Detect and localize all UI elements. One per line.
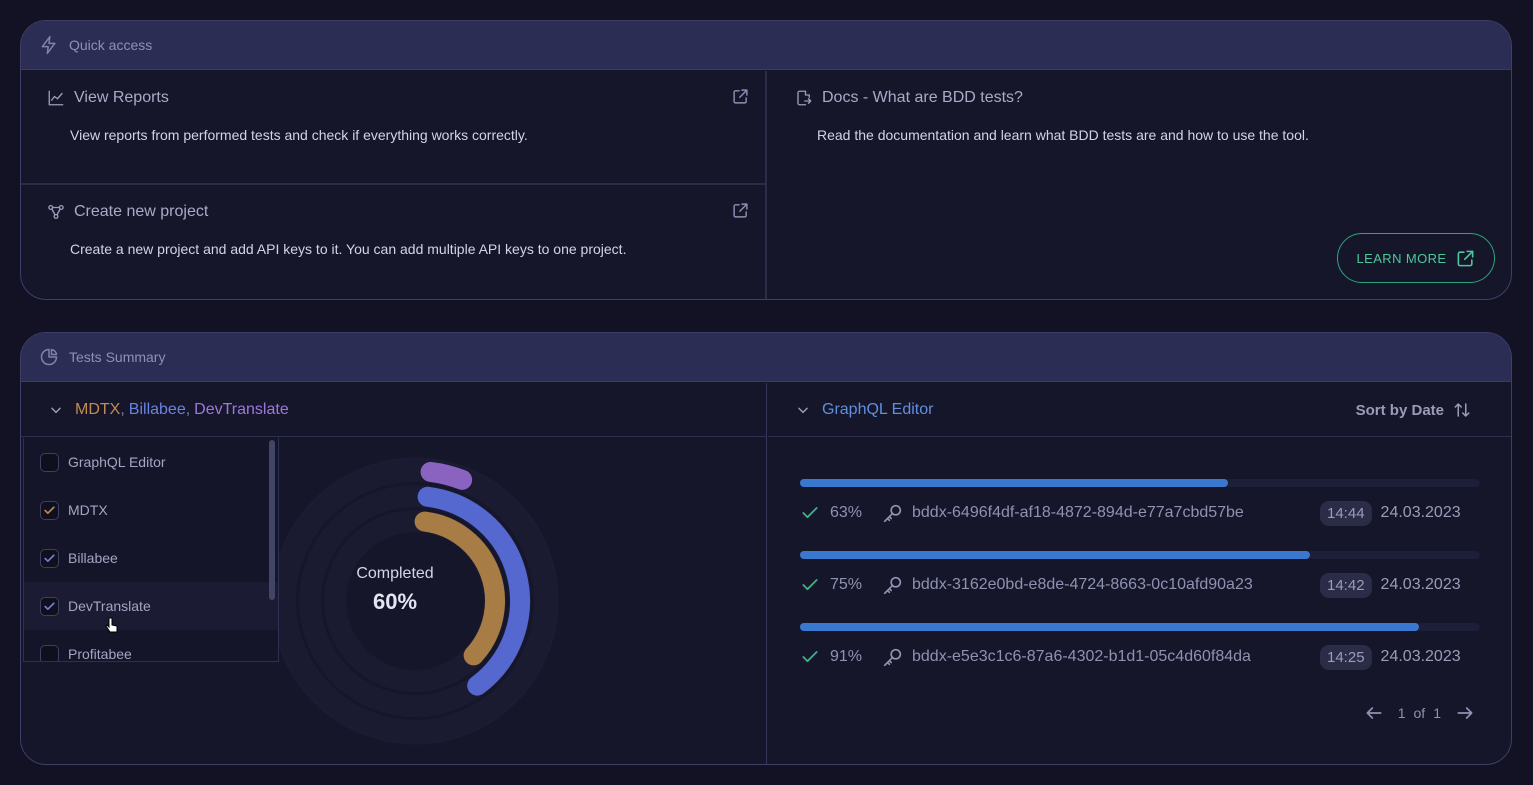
learn-more-button[interactable]: LEARN MORE [1337,233,1495,283]
donut-center-label: Completed 60% [325,565,465,615]
key-icon [883,576,902,595]
project-nodes-icon [48,204,64,220]
external-link-icon [1458,250,1474,266]
create-project-description: Create a new project and add API keys to… [70,241,627,257]
report-date: 24.03.2023 [1380,576,1461,593]
donut-ring-devtranslate [420,461,473,490]
checkbox[interactable] [40,452,59,472]
check-icon [802,579,818,591]
project-select[interactable]: GraphQL Editor Sort by Date [768,383,1511,437]
project-multiselect[interactable]: MDTX, Billabee, DevTranslate [21,383,766,437]
dropdown-option-profitabee[interactable]: Profitabee [24,630,278,662]
view-reports-description: View reports from performed tests and ch… [70,127,528,143]
check-icon [802,651,818,663]
project-dropdown-list: GraphQL Editor MDTX Billabee DevTranslat… [23,438,279,662]
arrow-right-icon[interactable] [1455,703,1475,723]
donut-ring-mdtx [414,511,505,666]
dropdown-option-graphql-editor[interactable]: GraphQL Editor [24,438,278,486]
selected-project-billabee: Billabee [128,400,186,418]
report-id: bddx-3162e0bd-e8de-4724-8663-0c10afd90a2… [912,576,1253,593]
option-label: Billabee [68,550,118,566]
create-project-title: Create new project [74,203,209,220]
view-reports-title: View Reports [74,89,169,106]
dropdown-option-billabee[interactable]: Billabee [24,534,278,582]
document-export-icon [797,90,812,106]
checkbox[interactable] [40,548,59,568]
checkbox[interactable] [40,500,59,520]
chevron-down-icon [798,407,808,413]
sort-arrows-icon [1454,403,1470,417]
donut-ring-billabee [417,486,530,696]
checkbox[interactable] [40,596,59,616]
check-icon [44,601,55,610]
dropdown-option-mdtx[interactable]: MDTX [24,486,278,534]
learn-more-label: LEARN MORE [1356,250,1447,266]
report-percent: 63% [830,504,863,521]
pagination: 1 of 1 [1364,703,1475,723]
check-icon [44,505,55,514]
report-date: 24.03.2023 [1380,504,1461,521]
docs-description: Read the documentation and learn what BD… [817,127,1309,143]
option-label: Profitabee [68,646,132,662]
page-total: 1 [1433,705,1441,721]
pointer-cursor-icon [105,617,118,633]
selected-project-devtranslate: DevTranslate [194,400,289,418]
checkbox[interactable] [40,644,59,661]
line-chart-icon [48,90,64,106]
page-of: of [1413,705,1426,721]
quick-access-card: Quick access View Reports View reports f… [20,20,1512,300]
dropdown-option-devtranslate[interactable]: DevTranslate [24,582,278,630]
view-reports-tile[interactable]: View Reports View reports from performed… [21,71,767,185]
report-time: 14:25 [1320,644,1372,670]
external-link-icon[interactable] [732,202,749,219]
report-row[interactable]: 75% bddx-3162e0bd-e8de-4724-8663-0c10afd… [800,551,1480,623]
report-time: 14:42 [1320,572,1372,598]
docs-tile: Docs - What are BDD tests? Read the docu… [769,71,1511,299]
pie-chart-icon [40,348,58,366]
report-date: 24.03.2023 [1380,648,1461,665]
chevron-down-icon [51,407,61,413]
external-link-icon[interactable] [732,88,749,105]
completion-donut-chart [271,457,559,745]
progress-fill [800,623,1419,631]
option-label: MDTX [68,502,108,518]
completed-value: 60% [372,589,418,614]
create-project-tile[interactable]: Create new project Create a new project … [21,185,767,299]
selected-project-label: GraphQL Editor [822,400,934,418]
progress-fill [800,479,1229,487]
report-percent: 75% [830,576,863,593]
tests-summary-card: Tests Summary MDTX, Billabee, DevTransla… [20,332,1512,765]
tests-summary-header: Tests Summary [21,333,1511,382]
completed-label: Completed [356,565,434,582]
lightning-icon [41,35,56,55]
sort-label: Sort by Date [1355,401,1444,419]
quick-access-header: Quick access [21,21,1511,70]
report-row[interactable]: 63% bddx-6496f4df-af18-4872-894d-e77a7cb… [800,479,1480,551]
report-row[interactable]: 91% bddx-e5e3c1c6-87a6-4302-b1d1-05c4d60… [800,623,1480,695]
arrow-left-icon[interactable] [1364,703,1384,723]
dropdown-scrollbar[interactable] [269,440,275,600]
quick-access-title: Quick access [69,37,153,53]
page-current: 1 [1397,705,1406,721]
key-icon [883,648,902,667]
check-icon [802,507,818,519]
progress-track [800,623,1480,631]
report-id: bddx-e5e3c1c6-87a6-4302-b1d1-05c4d60f84d… [912,648,1251,665]
sort-by-date-button[interactable]: Sort by Date [1356,383,1483,437]
key-icon [883,504,902,523]
progress-track [800,551,1480,559]
progress-fill [800,551,1310,559]
option-label: GraphQL Editor [68,454,166,470]
docs-title: Docs - What are BDD tests? [822,89,1023,106]
check-icon [44,553,55,562]
option-label: DevTranslate [68,598,151,614]
report-percent: 91% [830,648,863,665]
donut-track-1 [274,460,556,742]
report-id: bddx-6496f4df-af18-4872-894d-e77a7cbd57b… [912,504,1244,521]
tests-summary-title: Tests Summary [69,349,166,365]
selected-project-mdtx: MDTX [75,400,121,418]
progress-track [800,479,1480,487]
report-time: 14:44 [1320,500,1372,526]
